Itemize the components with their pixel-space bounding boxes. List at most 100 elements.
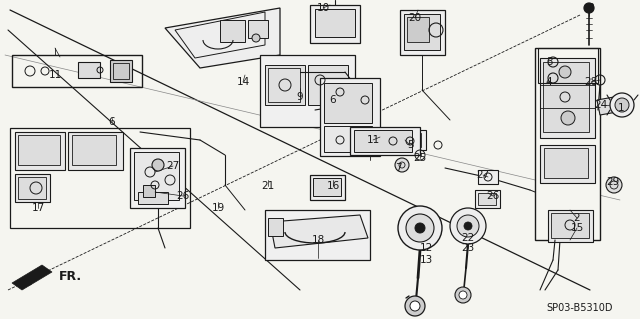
Text: 26: 26 xyxy=(486,191,500,201)
Polygon shape xyxy=(270,215,368,248)
Text: 2: 2 xyxy=(573,213,580,223)
Text: 14: 14 xyxy=(236,77,250,87)
Text: 13: 13 xyxy=(419,255,433,265)
Bar xyxy=(320,78,380,156)
Text: 27: 27 xyxy=(476,170,490,180)
Polygon shape xyxy=(12,265,52,290)
Text: 21: 21 xyxy=(261,181,275,191)
Text: 17: 17 xyxy=(31,203,45,213)
Bar xyxy=(548,210,593,242)
Bar xyxy=(324,126,372,152)
Bar xyxy=(260,55,355,127)
Text: 3: 3 xyxy=(546,57,552,67)
Bar xyxy=(398,130,426,150)
Text: 11: 11 xyxy=(49,70,61,80)
Text: 15: 15 xyxy=(570,223,584,233)
Text: 19: 19 xyxy=(211,203,225,213)
Circle shape xyxy=(606,177,622,193)
Polygon shape xyxy=(165,8,280,68)
Bar xyxy=(407,17,429,42)
Bar xyxy=(15,132,65,170)
Text: 10: 10 xyxy=(316,3,330,13)
Circle shape xyxy=(561,111,575,125)
Bar xyxy=(551,213,589,238)
Bar xyxy=(308,65,348,105)
Bar xyxy=(268,218,283,236)
Text: FR.: FR. xyxy=(58,270,81,283)
Text: 6: 6 xyxy=(330,95,336,105)
Text: 5: 5 xyxy=(406,140,413,150)
Bar xyxy=(18,177,46,199)
Text: 26: 26 xyxy=(177,191,189,201)
Bar xyxy=(543,62,589,132)
Bar xyxy=(475,190,500,208)
Bar xyxy=(478,170,498,184)
Circle shape xyxy=(615,98,629,112)
Text: 6: 6 xyxy=(109,117,115,127)
Bar xyxy=(130,148,185,208)
Text: 29: 29 xyxy=(606,177,620,187)
Bar xyxy=(310,175,345,200)
Circle shape xyxy=(152,159,164,171)
Bar xyxy=(310,5,360,43)
Text: 28: 28 xyxy=(584,77,598,87)
Bar xyxy=(313,178,341,196)
Text: 9: 9 xyxy=(297,92,303,102)
Bar xyxy=(350,127,420,155)
Bar xyxy=(265,210,370,260)
Text: 23: 23 xyxy=(461,243,475,253)
Bar xyxy=(134,152,179,200)
Text: 24: 24 xyxy=(595,100,607,110)
Circle shape xyxy=(455,287,471,303)
Circle shape xyxy=(406,214,434,242)
Text: 27: 27 xyxy=(166,161,180,171)
Bar xyxy=(478,193,496,205)
Bar xyxy=(220,20,245,42)
Bar xyxy=(544,148,588,178)
Bar xyxy=(265,65,305,105)
Bar xyxy=(540,58,595,138)
Text: 11: 11 xyxy=(366,135,380,145)
Text: 1: 1 xyxy=(618,103,624,113)
Bar xyxy=(12,55,142,87)
Circle shape xyxy=(252,34,260,42)
Text: 22: 22 xyxy=(461,233,475,243)
Bar xyxy=(78,62,100,78)
Circle shape xyxy=(559,66,571,78)
Bar xyxy=(401,133,421,147)
Bar xyxy=(538,48,598,83)
Text: 7: 7 xyxy=(395,163,401,173)
Polygon shape xyxy=(597,97,617,115)
Text: 4: 4 xyxy=(546,77,552,87)
Bar xyxy=(72,135,116,165)
Circle shape xyxy=(398,206,442,250)
Bar xyxy=(540,145,595,183)
Circle shape xyxy=(395,158,409,172)
Circle shape xyxy=(450,208,486,244)
Text: 8: 8 xyxy=(588,3,595,13)
Bar xyxy=(248,20,268,38)
Bar xyxy=(315,9,355,37)
Circle shape xyxy=(610,93,634,117)
Bar xyxy=(110,60,132,82)
Bar xyxy=(15,174,50,202)
Text: 18: 18 xyxy=(312,235,324,245)
Bar xyxy=(10,128,190,228)
Text: 20: 20 xyxy=(408,13,422,23)
Bar xyxy=(18,135,60,165)
Text: 16: 16 xyxy=(326,181,340,191)
Circle shape xyxy=(584,3,594,13)
Bar xyxy=(535,48,600,240)
Circle shape xyxy=(405,296,425,316)
Text: SP03-B5310D: SP03-B5310D xyxy=(547,303,613,313)
Circle shape xyxy=(415,223,425,233)
Bar xyxy=(404,14,440,50)
Circle shape xyxy=(410,301,420,311)
Bar xyxy=(354,130,412,152)
Bar xyxy=(324,83,372,123)
Text: 25: 25 xyxy=(413,153,427,163)
Bar xyxy=(400,10,445,55)
Bar xyxy=(143,185,155,197)
Bar xyxy=(113,63,129,79)
Circle shape xyxy=(457,215,479,237)
